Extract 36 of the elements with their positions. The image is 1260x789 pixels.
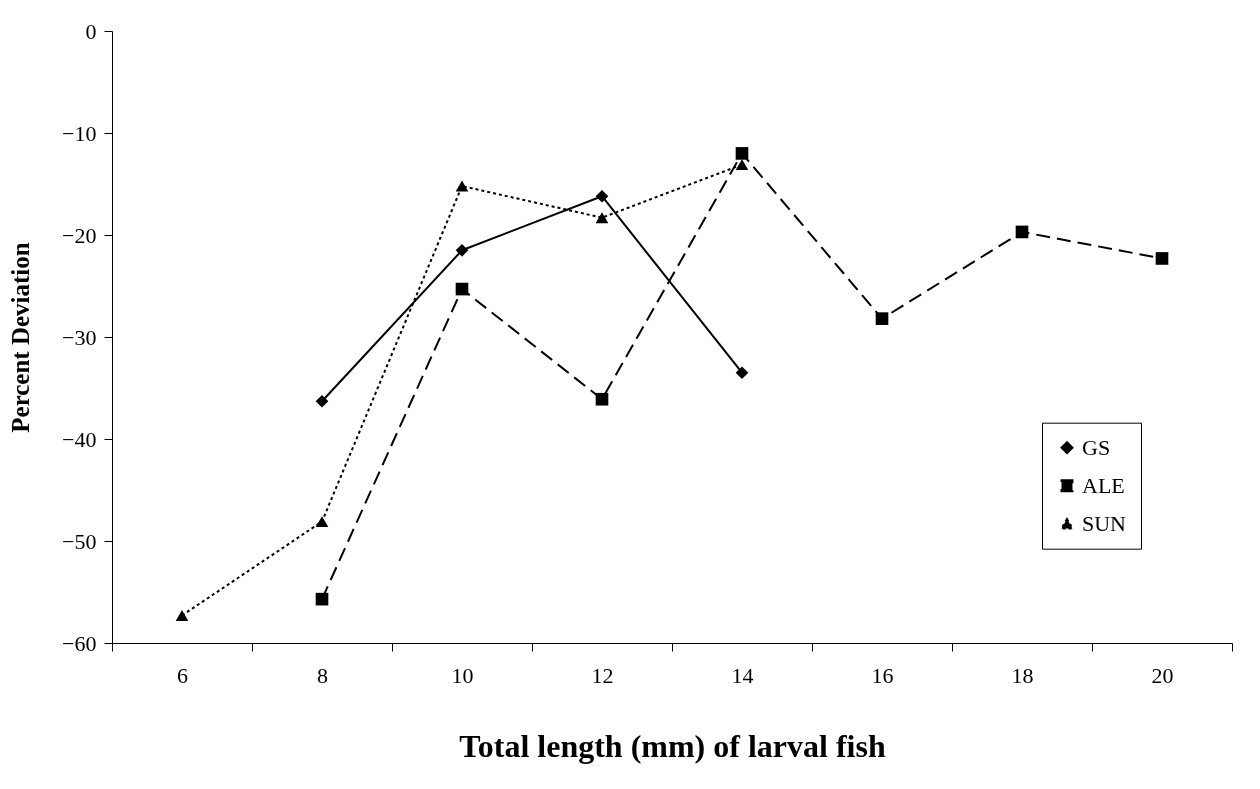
x-tick-label: 14 (731, 662, 754, 688)
point (315, 592, 329, 606)
point (315, 394, 329, 408)
y-tick-label: −60 (62, 630, 97, 656)
legend-label: ALE (1082, 472, 1125, 498)
point (595, 392, 609, 406)
x-tick-label: 12 (591, 662, 614, 688)
x-tick-label: 10 (451, 662, 474, 688)
point (455, 243, 469, 257)
point (1015, 225, 1029, 239)
x-tick-label: 6 (177, 662, 188, 688)
y-tick-label: −50 (62, 528, 97, 554)
x-axis-title: Total length (mm) of larval fish (459, 727, 886, 764)
point (735, 366, 749, 380)
y-tick-label: −10 (62, 120, 97, 146)
point (735, 159, 749, 171)
legend-label: SUN (1082, 510, 1127, 536)
y-tick-label: 0 (85, 18, 97, 44)
y-tick-label: −20 (62, 222, 97, 248)
point (315, 516, 329, 528)
x-tick-label: 16 (871, 662, 894, 688)
point (735, 147, 749, 160)
point (455, 180, 469, 192)
y-tick-label: −30 (62, 324, 97, 350)
point (175, 609, 189, 621)
point (875, 312, 889, 325)
point (595, 212, 609, 224)
x-tick-label: 20 (1151, 662, 1174, 688)
point (455, 282, 469, 296)
point (1155, 252, 1169, 265)
x-tick-label: 8 (317, 662, 328, 688)
y-axis-title: Percent Deviation (7, 242, 35, 433)
y-tick-label: −40 (62, 426, 97, 452)
x-tick-label: 18 (1011, 662, 1034, 688)
point (595, 189, 609, 203)
legend-label: GS (1082, 434, 1111, 460)
